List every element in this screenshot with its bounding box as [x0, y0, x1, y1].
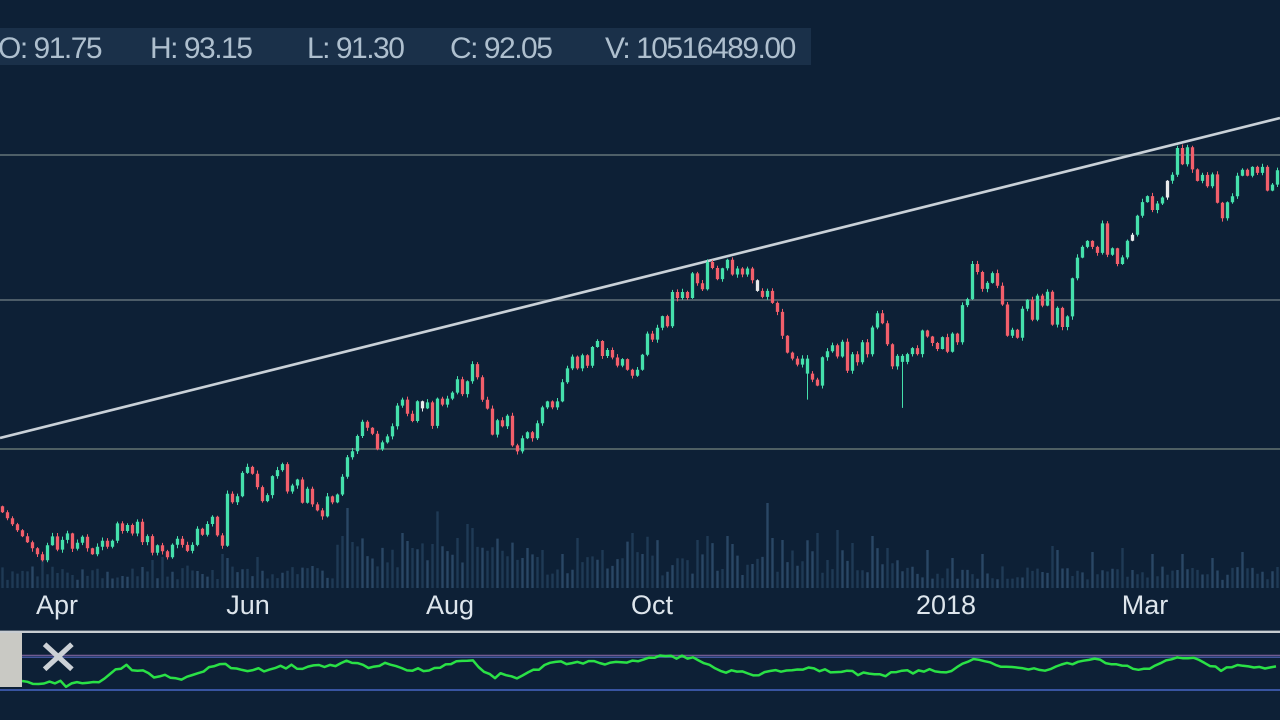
svg-text:Apr: Apr	[36, 590, 78, 620]
svg-text:O: 91.75: O: 91.75	[0, 32, 102, 65]
svg-text:L: 91.30: L: 91.30	[307, 32, 404, 65]
svg-text:Mar: Mar	[1122, 590, 1169, 620]
svg-text:C: 92.05: C: 92.05	[450, 32, 552, 65]
svg-text:Oct: Oct	[631, 590, 674, 620]
svg-text:V: 10516489.00: V: 10516489.00	[605, 32, 796, 65]
svg-text:Aug: Aug	[426, 590, 474, 620]
svg-text:H: 93.15: H: 93.15	[150, 32, 252, 65]
svg-text:2018: 2018	[916, 590, 976, 620]
svg-text:Jun: Jun	[226, 590, 270, 620]
